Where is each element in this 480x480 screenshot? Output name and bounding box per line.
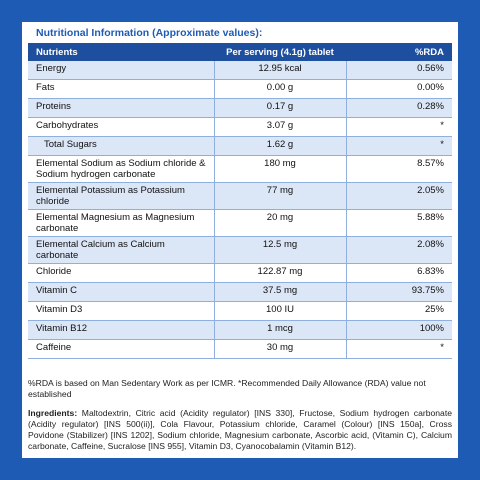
- header-row: Nutrients Per serving (4.1g) tablet %RDA: [28, 43, 452, 61]
- table-cell: 122.87 mg: [214, 263, 347, 283]
- table-cell: Caffeine: [28, 339, 215, 359]
- table-row: Proteins 0.17 g 0.28%: [28, 98, 452, 118]
- table-cell: 20 mg: [214, 209, 347, 237]
- ingredients-label: Ingredients:: [28, 408, 78, 418]
- table-cell: 30 mg: [214, 339, 347, 359]
- table-cell: Vitamin B12: [28, 320, 215, 340]
- panel: Nutritional Information (Approximate val…: [22, 22, 458, 458]
- table-row: Elemental Potassium as Potassium chlorid…: [28, 182, 452, 210]
- table-row: Caffeine 30 mg *: [28, 339, 452, 359]
- table-cell: 2.08%: [346, 236, 452, 264]
- footnote: %RDA is based on Man Sedentary Work as p…: [28, 378, 426, 399]
- table-cell: 0.56%: [346, 61, 452, 80]
- table-cell: Elemental Magnesium as Magnesium carbona…: [28, 209, 215, 237]
- table-cell: 77 mg: [214, 182, 347, 210]
- table-cell: 0.00 g: [214, 79, 347, 99]
- table-cell: 0.00%: [346, 79, 452, 99]
- table-cell: Carbohydrates: [28, 117, 215, 137]
- header-cell: Per serving (4.1g) tablet: [214, 43, 346, 61]
- table-row: Chloride 122.87 mg 6.83%: [28, 263, 452, 283]
- ingredients-text: Maltodextrin, Citric acid (Acidity regul…: [28, 408, 453, 451]
- table-row: Energy 12.95 kcal 0.56%: [28, 61, 452, 80]
- table-cell: 93.75%: [346, 282, 452, 302]
- header-cell: Nutrients: [28, 43, 214, 61]
- table-cell: 12.5 mg: [214, 236, 347, 264]
- table-cell: *: [346, 339, 452, 359]
- title: Nutritional Information (Approximate val…: [36, 27, 263, 39]
- table-cell: Vitamin D3: [28, 301, 215, 321]
- table-row: Vitamin B12 1 mcg 100%: [28, 320, 452, 340]
- table-cell: 100%: [346, 320, 452, 340]
- table-cell: Vitamin C: [28, 282, 215, 302]
- table-cell: Proteins: [28, 98, 215, 118]
- table-cell: *: [346, 117, 452, 137]
- table-cell: 6.83%: [346, 263, 452, 283]
- table-cell: Chloride: [28, 263, 215, 283]
- table-row: Elemental Magnesium as Magnesium carbona…: [28, 209, 452, 237]
- header-cell: %RDA: [346, 43, 452, 61]
- table-cell: Elemental Calcium as Calcium carbonate: [28, 236, 215, 264]
- table-row: Fats 0.00 g 0.00%: [28, 79, 452, 99]
- table-cell: Energy: [28, 61, 215, 80]
- table-cell: 1 mcg: [214, 320, 347, 340]
- table-row: Vitamin C 37.5 mg 93.75%: [28, 282, 452, 302]
- table-body: Energy 12.95 kcal 0.56% Fats 0.00 g 0.00% Prot…: [28, 61, 452, 359]
- table-cell: 100 IU: [214, 301, 347, 321]
- table-cell: *: [346, 136, 452, 156]
- table-row: Elemental Calcium as Calcium carbonate 12…: [28, 236, 452, 264]
- table-row: Elemental Sodium as Sodium chloride & So…: [28, 155, 452, 183]
- table-row: Carbohydrates 3.07 g *: [28, 117, 452, 137]
- table-header: Nutrients Per serving (4.1g) tablet %RDA: [28, 43, 452, 61]
- table-cell: 5.88%: [346, 209, 452, 237]
- table-row: Total Sugars 1.62 g *: [28, 136, 452, 156]
- table-cell: 8.57%: [346, 155, 452, 183]
- table-row: Vitamin D3 100 IU 25%: [28, 301, 452, 321]
- table-cell: 25%: [346, 301, 452, 321]
- table-cell: Elemental Sodium as Sodium chloride & So…: [28, 155, 215, 183]
- table-cell: 37.5 mg: [214, 282, 347, 302]
- table-cell: 180 mg: [214, 155, 347, 183]
- table-cell: 1.62 g: [214, 136, 347, 156]
- table-cell: 12.95 kcal: [214, 61, 347, 80]
- table-cell: 0.28%: [346, 98, 452, 118]
- table-cell: 2.05%: [346, 182, 452, 210]
- table-cell: 0.17 g: [214, 98, 347, 118]
- table-cell: Elemental Potassium as Potassium chlorid…: [28, 182, 215, 210]
- table-cell: 3.07 g: [214, 117, 347, 137]
- table-cell: Fats: [28, 79, 215, 99]
- nutrition-table: Nutrients Per serving (4.1g) tablet %RDA…: [28, 43, 452, 359]
- ingredients: Ingredients: Maltodextrin, Citric acid (…: [28, 408, 452, 452]
- table-cell: Total Sugars: [28, 136, 215, 156]
